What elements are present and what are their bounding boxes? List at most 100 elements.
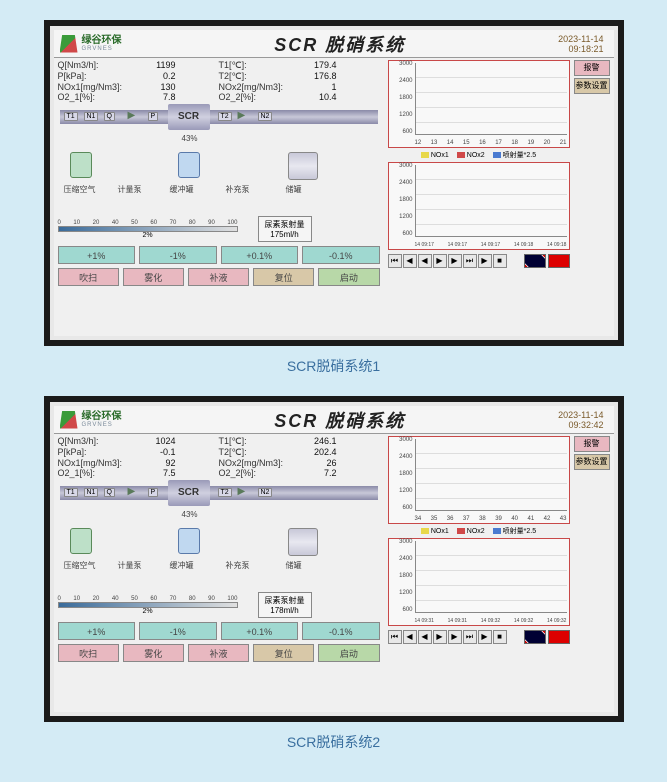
- pipe-tag: N2: [258, 488, 273, 497]
- action-button[interactable]: 复位: [253, 268, 314, 286]
- side-buttons: 报警参数设置: [574, 436, 610, 644]
- page-title: SCR 脱硝系统: [122, 407, 559, 433]
- flag-cn[interactable]: [548, 630, 570, 644]
- nav-button[interactable]: ■: [493, 254, 507, 268]
- x-tick: 37: [463, 516, 470, 522]
- scale-bar[interactable]: [58, 226, 238, 232]
- pipe-tag: N1: [84, 488, 99, 497]
- y-tick: 3000: [391, 539, 413, 545]
- param-value: 1024: [136, 436, 176, 446]
- param-row: P[kPa]:-0.1T2[℃]:202.4: [58, 447, 380, 458]
- param-value: 10.4: [297, 92, 337, 102]
- adjust-button[interactable]: +1%: [58, 246, 136, 264]
- right-top: 300024001800120060034353637383940414243N…: [388, 436, 610, 644]
- y-tick: 3000: [391, 61, 413, 67]
- nav-button[interactable]: ▶: [478, 254, 492, 268]
- scale-bar[interactable]: [58, 602, 238, 608]
- buffer-tank: [178, 152, 200, 178]
- side-button[interactable]: 参数设置: [574, 78, 610, 94]
- y-tick: 600: [391, 607, 413, 613]
- side-button[interactable]: 参数设置: [574, 454, 610, 470]
- param-label: Q[Nm3/h]:: [58, 60, 136, 70]
- param-row: O2_1[%]:7.5O2_2[%]:7.2: [58, 468, 380, 478]
- time: 09:32:42: [558, 420, 603, 430]
- adjust-button[interactable]: +0.1%: [221, 246, 299, 264]
- adjust-button[interactable]: -1%: [139, 622, 217, 640]
- action-button[interactable]: 补液: [188, 268, 249, 286]
- y-tick: 600: [391, 231, 413, 237]
- nav-button[interactable]: ▶: [433, 630, 447, 644]
- pipe-tag: T2: [218, 488, 232, 497]
- action-button[interactable]: 吹扫: [58, 644, 119, 662]
- legend-label: NOx1: [431, 152, 449, 159]
- side-buttons: 报警参数设置: [574, 60, 610, 268]
- adjust-button[interactable]: -0.1%: [302, 246, 380, 264]
- nav-button[interactable]: ▶: [478, 630, 492, 644]
- nav-button[interactable]: ▶: [448, 254, 462, 268]
- charts-column: 300024001800120060012131415161718192021N…: [388, 60, 570, 268]
- panel-frame: 绿谷环保GRVNESSCR 脱硝系统2023-11-1409:32:42Q[Nm…: [44, 396, 624, 722]
- x-tick: 36: [447, 516, 454, 522]
- pipe-tag: T2: [218, 112, 232, 121]
- flag-cn[interactable]: [548, 254, 570, 268]
- nav-button[interactable]: ◀: [403, 254, 417, 268]
- chart-x-axis: 12131415161718192021: [415, 140, 567, 146]
- adjust-button[interactable]: +1%: [58, 622, 136, 640]
- nav-button[interactable]: ◀: [418, 630, 432, 644]
- nav-button[interactable]: ⏮: [388, 630, 402, 644]
- legend-item: NOx2: [457, 528, 485, 535]
- logo-mark: [60, 35, 78, 53]
- nav-button[interactable]: ◀: [403, 630, 417, 644]
- nav-button[interactable]: ◀: [418, 254, 432, 268]
- x-tick: 14 09:32: [514, 618, 533, 624]
- action-button[interactable]: 雾化: [123, 268, 184, 286]
- nav-button[interactable]: ▶: [433, 254, 447, 268]
- nav-button[interactable]: ▶: [448, 630, 462, 644]
- body: Q[Nm3/h]:1024T1[℃]:246.1P[kPa]:-0.1T2[℃]…: [54, 434, 614, 712]
- nav-button[interactable]: ⏮: [388, 254, 402, 268]
- legend-label: NOx2: [467, 528, 485, 535]
- action-button[interactable]: 吹扫: [58, 268, 119, 286]
- adjust-button[interactable]: -0.1%: [302, 622, 380, 640]
- scale-percent: 2%: [58, 608, 238, 615]
- hmi-screen: 绿谷环保GRVNESSCR 脱硝系统2023-11-1409:18:21Q[Nm…: [54, 30, 614, 336]
- adjust-button[interactable]: +0.1%: [221, 622, 299, 640]
- action-button[interactable]: 启动: [318, 268, 379, 286]
- y-tick: 1200: [391, 488, 413, 494]
- param-label: P[kPa]:: [58, 447, 136, 457]
- param-row: NOx1[mg/Nm3]:92NOx2[mg/Nm3]:26: [58, 458, 380, 468]
- nav-button[interactable]: ⏭: [463, 630, 477, 644]
- y-tick: 2400: [391, 556, 413, 562]
- x-tick: 39: [495, 516, 502, 522]
- storage-tank: [288, 528, 318, 556]
- action-button[interactable]: 启动: [318, 644, 379, 662]
- nav-button[interactable]: ■: [493, 630, 507, 644]
- adjust-button[interactable]: -1%: [139, 246, 217, 264]
- param-left: P[kPa]:-0.1: [58, 447, 219, 458]
- action-button[interactable]: 补液: [188, 644, 249, 662]
- y-tick: 600: [391, 129, 413, 135]
- hmi-screen: 绿谷环保GRVNESSCR 脱硝系统2023-11-1409:32:42Q[Nm…: [54, 406, 614, 712]
- arrow-icon: ▶: [238, 486, 246, 497]
- x-tick: 14 09:31: [448, 618, 467, 624]
- x-tick: 15: [463, 140, 470, 146]
- side-button[interactable]: 报警: [574, 60, 610, 76]
- nav-button[interactable]: ⏭: [463, 254, 477, 268]
- flag-uk[interactable]: [524, 630, 546, 644]
- component-label: 压缩空气: [64, 184, 96, 195]
- action-button[interactable]: 复位: [253, 644, 314, 662]
- x-tick: 38: [479, 516, 486, 522]
- right-pane: 300024001800120060034353637383940414243N…: [384, 434, 614, 712]
- param-value: 7.5: [136, 468, 176, 478]
- action-button[interactable]: 雾化: [123, 644, 184, 662]
- chart-area: [415, 63, 567, 135]
- y-tick: 2400: [391, 180, 413, 186]
- x-tick: 14 09:17: [448, 242, 467, 248]
- side-button[interactable]: 报警: [574, 436, 610, 452]
- flag-uk[interactable]: [524, 254, 546, 268]
- mid-percent: 43%: [182, 510, 198, 519]
- logo: 绿谷环保GRVNES: [60, 35, 122, 53]
- charts-column: 300024001800120060034353637383940414243N…: [388, 436, 570, 644]
- nav-buttons: ⏮◀◀▶▶⏭▶■: [388, 630, 507, 644]
- param-label: NOx1[mg/Nm3]:: [58, 82, 136, 92]
